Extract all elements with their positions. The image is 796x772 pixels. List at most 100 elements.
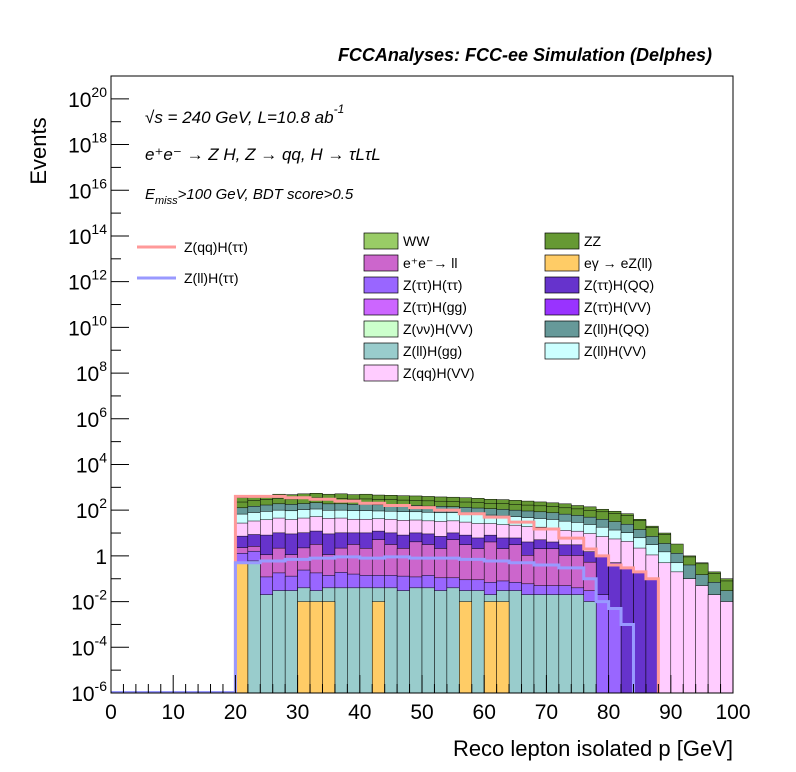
y-axis-label: Events (26, 117, 51, 184)
x-tick-label: 30 (286, 701, 309, 724)
y-tick-label: 1012 (68, 267, 107, 295)
bar-e-ez-ll (309, 601, 323, 694)
x-tick-label: 10 (162, 701, 185, 724)
x-tick-label: 0 (105, 701, 117, 724)
annotations: √s = 240 GeV, L=10.8 ab-1 e⁺e⁻ → Z H, Z … (145, 102, 381, 207)
signal-line-z-ll-h (233, 555, 635, 693)
legend-label: Z(qq)H(ττ) (184, 239, 248, 255)
bar-e-ez-ll (322, 601, 336, 694)
y-tick-label: 1016 (68, 175, 107, 203)
bar-z-ll-h-gg (334, 587, 348, 694)
bar-z-ll-h-gg (347, 587, 361, 694)
bar-z-ll-h-gg (247, 560, 261, 694)
legend-signal: Z(qq)H(ττ) Z(ll)H(ττ) (137, 239, 248, 286)
legend-swatch-z-h-vv (363, 320, 399, 338)
bar-z-qq-h-vv (658, 562, 672, 694)
y-tick-label: 1018 (68, 130, 107, 158)
legend-swatch-z-ll-h-vv (544, 342, 580, 360)
y-tick-label: 102 (76, 495, 107, 523)
y-tick-label: 108 (76, 358, 107, 386)
legend-swatch-z-ll-h-qq (544, 320, 580, 338)
bar-e-ez-ll (371, 601, 385, 694)
bar-z-ll-h-gg (471, 590, 485, 694)
plot-frame (110, 75, 734, 694)
bar-z-ll-h-gg (558, 594, 572, 694)
bar-z-ll-h-gg (272, 590, 286, 694)
legend-label: WW (403, 233, 430, 249)
bar-z-ll-h-gg (533, 594, 547, 694)
bar-z-qq-h-vv (707, 594, 721, 694)
bar-e-ez-ll (235, 562, 249, 694)
bar-z-ll-h-gg (396, 590, 410, 694)
legend-label: Z(ll)H(ττ) (184, 270, 239, 286)
legend-label: Z(νν)H(VV) (403, 321, 473, 337)
bar-z-ll-h-gg (434, 590, 448, 694)
bar-z-qq-h-vv (670, 571, 684, 694)
legend-label: Z(ττ)H(VV) (584, 299, 651, 315)
bar-z-ll-h-gg (571, 594, 584, 694)
plot-area (111, 493, 734, 694)
x-tick-label: 80 (597, 701, 620, 724)
legend-swatch-z-ll-h-gg (363, 342, 399, 360)
bar-z-qq-h-vv (682, 578, 696, 694)
legend-swatch-ww (363, 232, 399, 250)
bar-z-h-qq (620, 567, 634, 694)
bar-z-ll-h-gg (359, 587, 373, 694)
x-tick-label: 20 (224, 701, 247, 724)
legend-swatch-z-h-qq (544, 276, 580, 294)
y-tick-label: 10-4 (71, 632, 107, 660)
legend-swatch-z-qq-h-vv (363, 364, 399, 382)
y-tick-label: 1010 (68, 312, 107, 340)
bar-e-ez-ll (459, 601, 473, 694)
bar-z-h (608, 608, 622, 694)
x-tick-label: 50 (410, 701, 433, 724)
legend-label: e⁺e⁻→ ll (403, 255, 457, 271)
bar-z-ll-h-gg (421, 587, 435, 694)
y-tick-label: 104 (76, 449, 107, 477)
legend-swatch-z-h-vv (544, 298, 580, 316)
bar-e-ez-ll (297, 601, 311, 694)
legend-swatch-zz (544, 232, 580, 250)
x-axis: 0 10 20 30 40 50 60 70 80 90 100 (105, 675, 751, 724)
x-tick-label: 90 (659, 701, 682, 724)
bar-z-qq-h-vv (695, 585, 709, 694)
x-tick-label: 70 (535, 701, 558, 724)
y-tick-label: 1020 (68, 84, 107, 112)
legend-label: eγ → eZ(ll) (584, 255, 652, 271)
y-axis: 10-6 10-4 10-2 1 102 104 106 108 1010 1012 1014 101… (68, 84, 129, 706)
bar-z-ll-h-gg (284, 590, 298, 694)
legend-label: Z(ττ)H(QQ) (584, 277, 654, 293)
legend-swatch-z-h-gg (363, 298, 399, 316)
x-tick-label: 60 (473, 701, 496, 724)
bar-z-h-qq (645, 578, 659, 694)
bar-z-ll-h-gg (409, 587, 423, 694)
legend-label: Z(ll)H(gg) (403, 343, 462, 359)
chart-title: FCCAnalyses: FCC-ee Simulation (Delphes) (338, 45, 712, 65)
bar-z-ll-h-gg (546, 594, 560, 694)
cut-annotation: Emiss>100 GeV, BDT score>0.5 (145, 186, 354, 207)
x-tick-label: 40 (348, 701, 371, 724)
legend-label: Z(ll)H(QQ) (584, 321, 649, 337)
bar-z-ll-h-gg (446, 587, 460, 694)
y-tick-label: 10-6 (71, 678, 107, 706)
bar-e-ez-ll (496, 601, 510, 694)
y-tick-label: 1 (95, 546, 107, 569)
legend-label: Z(ll)H(VV) (584, 343, 646, 359)
y-tick-label: 1014 (68, 221, 107, 249)
bar-z-h-qq (633, 571, 647, 694)
legend-swatch-e-ez-ll (544, 254, 580, 272)
bar-z-ll-h-gg (260, 594, 273, 694)
bar-z-ll-h-gg (508, 590, 522, 694)
legend-backgrounds: WW ZZ e⁺e⁻→ ll eγ → eZ(ll) Z(ττ)H(ττ) Z(ττ)H(… (363, 232, 654, 382)
legend-label: Z(ττ)H(ττ) (403, 277, 462, 293)
y-tick-label: 106 (76, 404, 107, 432)
legend-swatch-e-e-ll (363, 254, 399, 272)
legend-label: Z(qq)H(VV) (403, 365, 475, 381)
bar-e-ez-ll (483, 601, 497, 694)
x-axis-label: Reco lepton isolated p [GeV] (453, 736, 733, 761)
bar-z-ll-h-gg (521, 594, 535, 694)
bar-z-qq-h-vv (720, 601, 734, 694)
bar-z-ll-h-gg (583, 601, 597, 694)
bar-z-ll-h-gg (384, 587, 398, 694)
